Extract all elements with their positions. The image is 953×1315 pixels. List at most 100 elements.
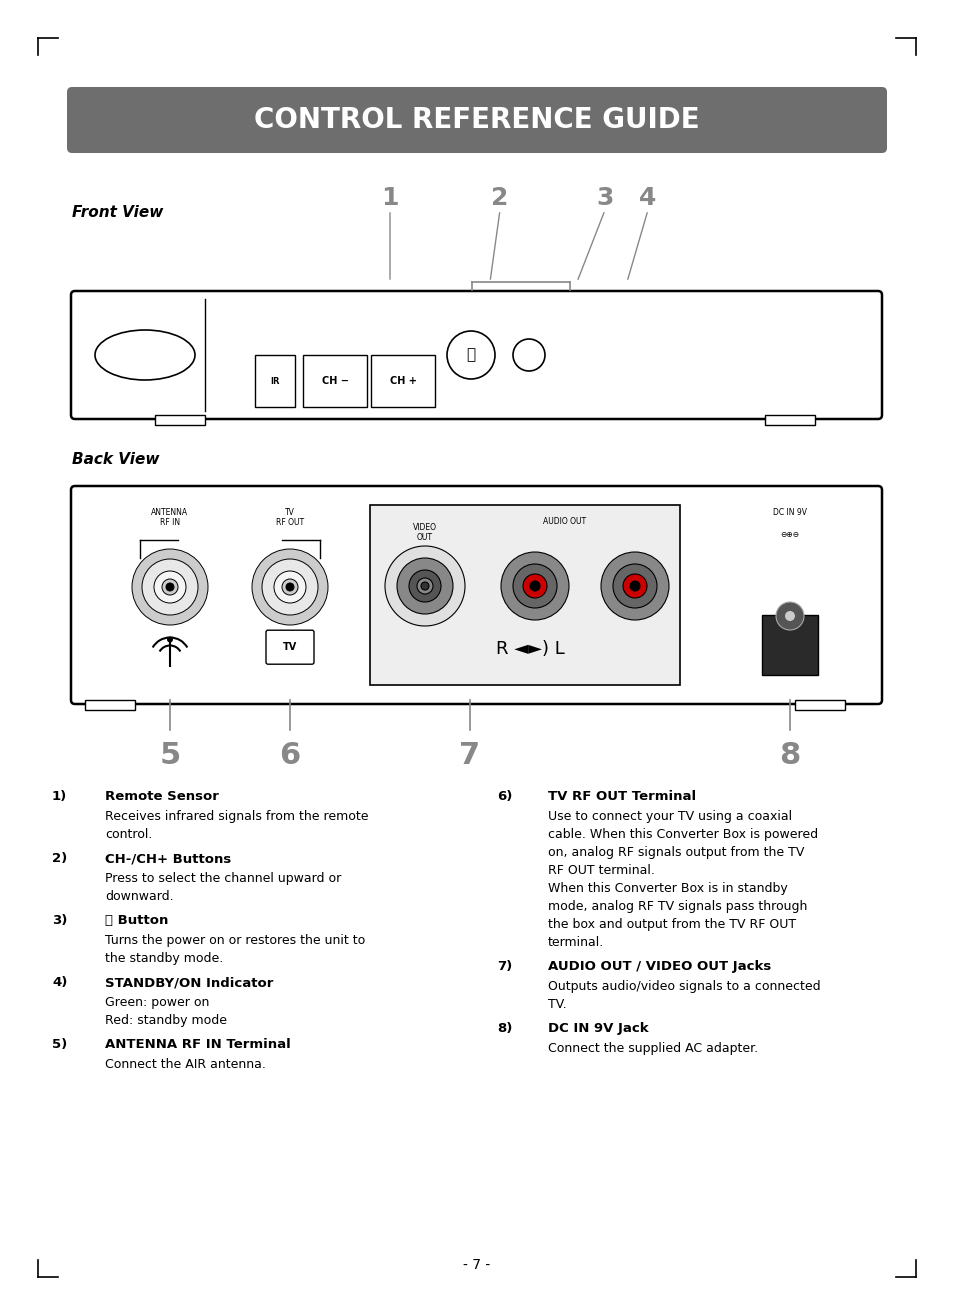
Circle shape [167,636,172,643]
Text: TV.: TV. [547,998,566,1011]
FancyBboxPatch shape [266,630,314,664]
Circle shape [530,581,539,590]
Text: RF OUT terminal.: RF OUT terminal. [547,864,654,877]
Circle shape [784,611,794,621]
Circle shape [142,559,198,615]
Text: Turns the power on or restores the unit to: Turns the power on or restores the unit … [105,934,365,947]
Text: CONTROL REFERENCE GUIDE: CONTROL REFERENCE GUIDE [253,107,700,134]
Circle shape [613,564,657,608]
Text: AUDIO OUT / VIDEO OUT Jacks: AUDIO OUT / VIDEO OUT Jacks [547,960,770,973]
Text: R ◄►) L: R ◄►) L [496,640,564,658]
Bar [764,416,814,425]
Text: on, analog RF signals output from the TV: on, analog RF signals output from the TV [547,846,803,859]
Text: Back View: Back View [71,452,159,467]
Text: 7: 7 [459,740,480,769]
Bar [371,355,435,408]
Text: ANTENNA RF IN Terminal: ANTENNA RF IN Terminal [105,1038,291,1051]
Circle shape [420,583,429,590]
Text: IR: IR [270,376,279,385]
Text: Remote Sensor: Remote Sensor [105,790,218,803]
Circle shape [622,575,646,598]
Text: CH-/CH+ Buttons: CH-/CH+ Buttons [105,852,231,865]
Circle shape [282,579,297,594]
Text: the box and output from the TV RF OUT: the box and output from the TV RF OUT [547,918,796,931]
Text: - 7 -: - 7 - [463,1258,490,1272]
Text: 4: 4 [639,185,656,210]
Circle shape [447,331,495,379]
Bar [154,416,205,425]
Circle shape [513,564,557,608]
Text: Use to connect your TV using a coaxial: Use to connect your TV using a coaxial [547,810,791,823]
Ellipse shape [95,330,194,380]
Text: DC IN 9V Jack: DC IN 9V Jack [547,1022,648,1035]
Circle shape [775,602,803,630]
Text: 5: 5 [159,740,180,769]
Text: cable. When this Converter Box is powered: cable. When this Converter Box is powere… [547,828,818,842]
FancyBboxPatch shape [71,487,882,704]
Text: ANTENNA
RF IN: ANTENNA RF IN [152,508,189,527]
Text: 1: 1 [381,185,398,210]
Text: 3): 3) [52,914,68,927]
Text: TV RF OUT Terminal: TV RF OUT Terminal [547,790,696,803]
Circle shape [385,546,464,626]
Circle shape [166,583,173,590]
Bar [85,700,135,710]
Text: 8: 8 [779,740,800,769]
Text: AUDIO OUT: AUDIO OUT [543,517,586,526]
Circle shape [153,571,186,604]
Text: control.: control. [105,828,152,842]
Text: 6): 6) [497,790,512,803]
Text: CH +: CH + [389,376,416,387]
Text: VIDEO
OUT: VIDEO OUT [413,523,436,542]
Text: DC IN 9V: DC IN 9V [772,508,806,517]
Text: 7): 7) [497,960,512,973]
FancyBboxPatch shape [67,87,886,153]
Circle shape [513,339,544,371]
Text: mode, analog RF TV signals pass through: mode, analog RF TV signals pass through [547,899,806,913]
Text: the standby mode.: the standby mode. [105,952,223,965]
Circle shape [286,583,294,590]
Text: 3: 3 [596,185,613,210]
Circle shape [262,559,317,615]
Bar [794,700,844,710]
Circle shape [274,571,306,604]
Text: 1): 1) [52,790,67,803]
Circle shape [252,548,328,625]
Circle shape [396,558,453,614]
Circle shape [600,552,668,619]
Text: ⒨ Button: ⒨ Button [105,914,168,927]
Bar [254,355,294,408]
Text: Connect the supplied AC adapter.: Connect the supplied AC adapter. [547,1041,758,1055]
Text: 5): 5) [52,1038,67,1051]
Circle shape [409,569,440,602]
Bar [303,355,367,408]
Text: 8): 8) [497,1022,512,1035]
Text: When this Converter Box is in standby: When this Converter Box is in standby [547,882,787,896]
Circle shape [162,579,178,594]
Text: TV: TV [283,642,296,652]
Text: 2: 2 [491,185,508,210]
Text: Connect the AIR antenna.: Connect the AIR antenna. [105,1059,266,1070]
Circle shape [132,548,208,625]
Bar [370,505,679,685]
Text: downward.: downward. [105,890,173,903]
Text: 2): 2) [52,852,67,865]
Text: Receives infrared signals from the remote: Receives infrared signals from the remot… [105,810,368,823]
Text: TV
RF OUT: TV RF OUT [275,508,304,527]
Text: CH −: CH − [321,376,348,387]
Text: Red: standby mode: Red: standby mode [105,1014,227,1027]
Text: ⊖⊕⊖: ⊖⊕⊖ [780,530,799,539]
Bar [761,615,817,675]
FancyBboxPatch shape [71,291,882,419]
Text: terminal.: terminal. [547,936,603,949]
Circle shape [500,552,568,619]
Text: 4): 4) [52,976,68,989]
Text: STANDBY/ON Indicator: STANDBY/ON Indicator [105,976,274,989]
Circle shape [416,579,433,594]
Circle shape [522,575,546,598]
Text: Press to select the channel upward or: Press to select the channel upward or [105,872,341,885]
Text: Outputs audio/video signals to a connected: Outputs audio/video signals to a connect… [547,980,820,993]
Text: ⏻: ⏻ [466,347,475,363]
Text: Green: power on: Green: power on [105,995,209,1009]
Text: 6: 6 [279,740,300,769]
